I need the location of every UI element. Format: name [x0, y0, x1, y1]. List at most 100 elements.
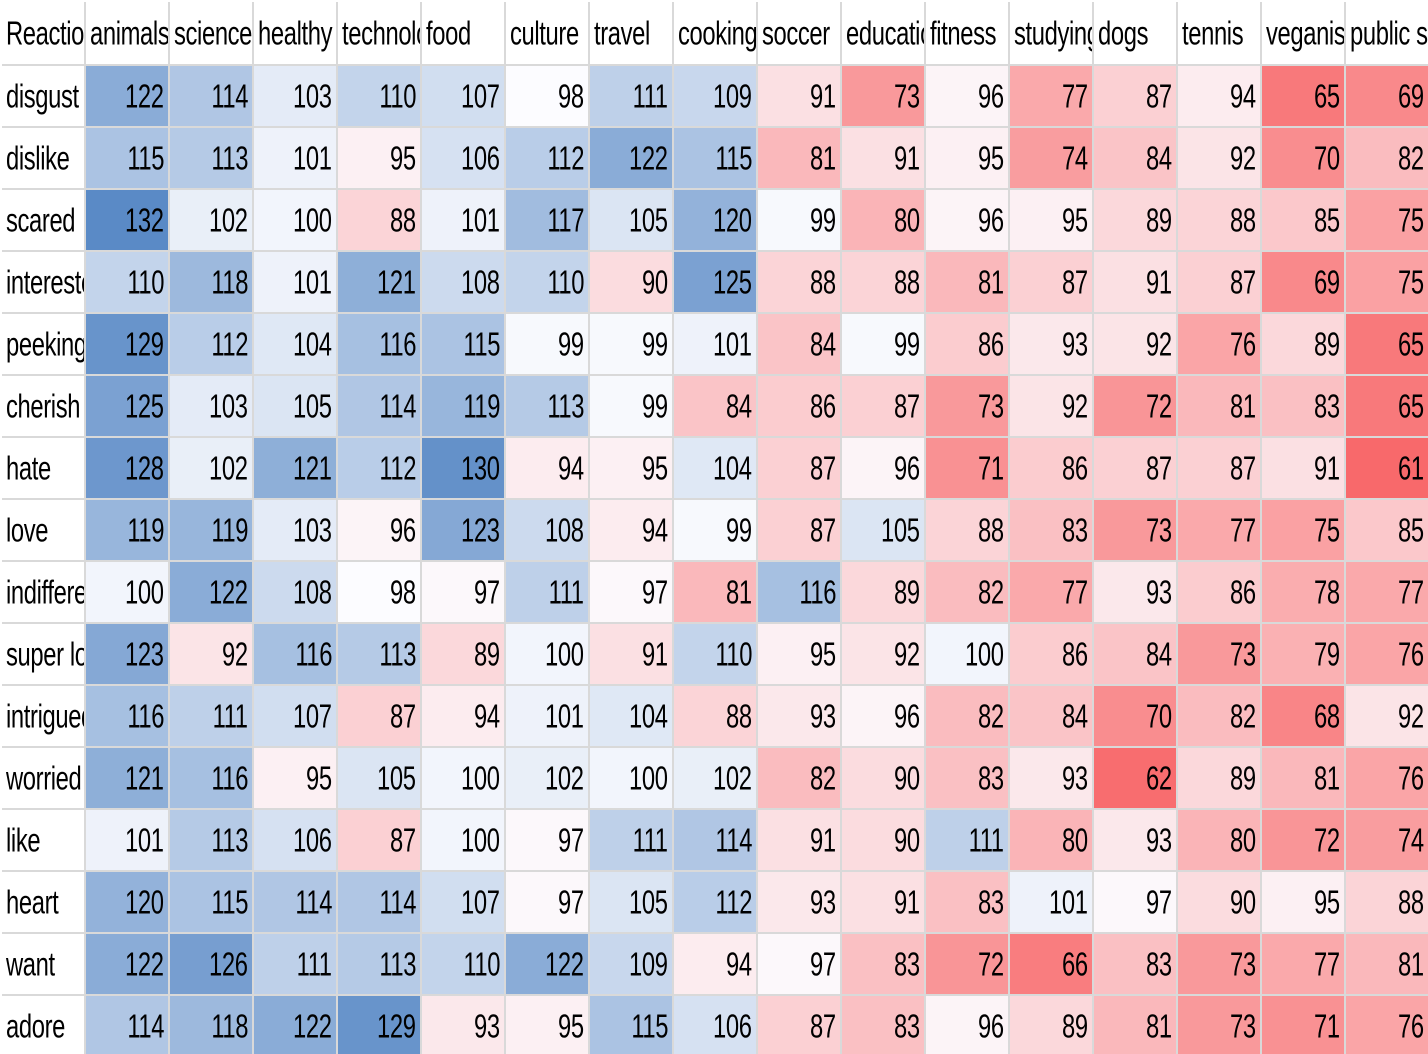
row-label-hate[interactable]: hate — [2, 438, 86, 500]
heat-cell[interactable]: 103 — [254, 500, 338, 562]
heat-cell[interactable]: 100 — [590, 748, 674, 810]
heat-cell[interactable]: 81 — [1094, 996, 1178, 1054]
heat-cell[interactable]: 80 — [1010, 810, 1094, 872]
heat-cell[interactable]: 73 — [926, 376, 1010, 438]
heat-cell[interactable]: 88 — [674, 686, 758, 748]
heat-cell[interactable]: 113 — [506, 376, 590, 438]
heat-cell[interactable]: 76 — [1346, 624, 1428, 686]
heat-cell[interactable]: 114 — [254, 872, 338, 934]
heat-cell[interactable]: 73 — [1178, 934, 1262, 996]
heat-cell[interactable]: 73 — [1178, 996, 1262, 1054]
heat-cell[interactable]: 132 — [86, 190, 170, 252]
heat-cell[interactable]: 75 — [1262, 500, 1346, 562]
heat-cell[interactable]: 89 — [1094, 190, 1178, 252]
heat-cell[interactable]: 95 — [590, 438, 674, 500]
heat-cell[interactable]: 96 — [926, 190, 1010, 252]
heat-cell[interactable]: 111 — [506, 562, 590, 624]
heat-cell[interactable]: 91 — [758, 66, 842, 128]
heat-cell[interactable]: 111 — [170, 686, 254, 748]
heat-cell[interactable]: 90 — [1178, 872, 1262, 934]
heat-cell[interactable]: 68 — [1262, 686, 1346, 748]
heat-cell[interactable]: 91 — [758, 810, 842, 872]
heat-cell[interactable]: 110 — [422, 934, 506, 996]
heat-cell[interactable]: 96 — [926, 996, 1010, 1054]
heat-cell[interactable]: 102 — [170, 190, 254, 252]
heat-cell[interactable]: 72 — [926, 934, 1010, 996]
heat-cell[interactable]: 89 — [1010, 996, 1094, 1054]
heat-cell[interactable]: 93 — [758, 686, 842, 748]
row-label-peeking[interactable]: peeking — [2, 314, 86, 376]
heat-cell[interactable]: 90 — [842, 810, 926, 872]
row-label-interested[interactable]: interested — [2, 252, 86, 314]
heat-cell[interactable]: 81 — [926, 252, 1010, 314]
heat-cell[interactable]: 91 — [1094, 252, 1178, 314]
heat-cell[interactable]: 106 — [422, 128, 506, 190]
heat-cell[interactable]: 87 — [1094, 438, 1178, 500]
heat-cell[interactable]: 80 — [1178, 810, 1262, 872]
heat-cell[interactable]: 102 — [170, 438, 254, 500]
row-label-super-love[interactable]: super love — [2, 624, 86, 686]
heat-cell[interactable]: 83 — [1262, 376, 1346, 438]
heat-cell[interactable]: 89 — [1262, 314, 1346, 376]
heat-cell[interactable]: 100 — [926, 624, 1010, 686]
heat-cell[interactable]: 61 — [1346, 438, 1428, 500]
heat-cell[interactable]: 86 — [926, 314, 1010, 376]
heat-cell[interactable]: 88 — [758, 252, 842, 314]
heat-cell[interactable]: 103 — [170, 376, 254, 438]
heat-cell[interactable]: 99 — [674, 500, 758, 562]
heat-cell[interactable]: 92 — [1178, 128, 1262, 190]
heat-cell[interactable]: 87 — [1010, 252, 1094, 314]
heat-cell[interactable]: 111 — [590, 810, 674, 872]
heat-cell[interactable]: 83 — [842, 996, 926, 1054]
heat-cell[interactable]: 81 — [758, 128, 842, 190]
heat-cell[interactable]: 119 — [170, 500, 254, 562]
heat-cell[interactable]: 96 — [842, 438, 926, 500]
heat-cell[interactable]: 101 — [422, 190, 506, 252]
heat-cell[interactable]: 112 — [170, 314, 254, 376]
heat-cell[interactable]: 71 — [926, 438, 1010, 500]
heat-cell[interactable]: 87 — [842, 376, 926, 438]
heat-cell[interactable]: 86 — [1178, 562, 1262, 624]
heat-cell[interactable]: 126 — [170, 934, 254, 996]
heat-cell[interactable]: 123 — [86, 624, 170, 686]
heat-cell[interactable]: 119 — [86, 500, 170, 562]
heat-cell[interactable]: 82 — [926, 562, 1010, 624]
heat-cell[interactable]: 111 — [926, 810, 1010, 872]
heat-cell[interactable]: 108 — [422, 252, 506, 314]
heat-cell[interactable]: 99 — [758, 190, 842, 252]
heat-cell[interactable]: 114 — [86, 996, 170, 1054]
heat-cell[interactable]: 101 — [254, 128, 338, 190]
heat-cell[interactable]: 99 — [590, 314, 674, 376]
header-fitness[interactable]: fitness — [926, 2, 1010, 66]
heat-cell[interactable]: 84 — [1094, 128, 1178, 190]
heat-cell[interactable]: 95 — [926, 128, 1010, 190]
heat-cell[interactable]: 88 — [1346, 872, 1428, 934]
heat-cell[interactable]: 89 — [422, 624, 506, 686]
heat-cell[interactable]: 70 — [1262, 128, 1346, 190]
heat-cell[interactable]: 96 — [926, 66, 1010, 128]
heat-cell[interactable]: 92 — [1094, 314, 1178, 376]
heat-cell[interactable]: 95 — [506, 996, 590, 1054]
heat-cell[interactable]: 94 — [674, 934, 758, 996]
heat-cell[interactable]: 105 — [254, 376, 338, 438]
row-label-worried[interactable]: worried — [2, 748, 86, 810]
heat-cell[interactable]: 90 — [842, 748, 926, 810]
heat-cell[interactable]: 97 — [506, 810, 590, 872]
header-tennis[interactable]: tennis — [1178, 2, 1262, 66]
heat-cell[interactable]: 91 — [1262, 438, 1346, 500]
heat-cell[interactable]: 85 — [1262, 190, 1346, 252]
heat-cell[interactable]: 81 — [1178, 376, 1262, 438]
header-cooking[interactable]: cooking — [674, 2, 758, 66]
row-label-intrigued[interactable]: intrigued — [2, 686, 86, 748]
heat-cell[interactable]: 122 — [86, 66, 170, 128]
heat-cell[interactable]: 123 — [422, 500, 506, 562]
heat-cell[interactable]: 87 — [758, 438, 842, 500]
heat-cell[interactable]: 75 — [1346, 252, 1428, 314]
heat-cell[interactable]: 95 — [758, 624, 842, 686]
heat-cell[interactable]: 93 — [1094, 810, 1178, 872]
header-veganism[interactable]: veganism — [1262, 2, 1346, 66]
heat-cell[interactable]: 89 — [842, 562, 926, 624]
header-education[interactable]: education — [842, 2, 926, 66]
heat-cell[interactable]: 91 — [590, 624, 674, 686]
heat-cell[interactable]: 87 — [1094, 66, 1178, 128]
